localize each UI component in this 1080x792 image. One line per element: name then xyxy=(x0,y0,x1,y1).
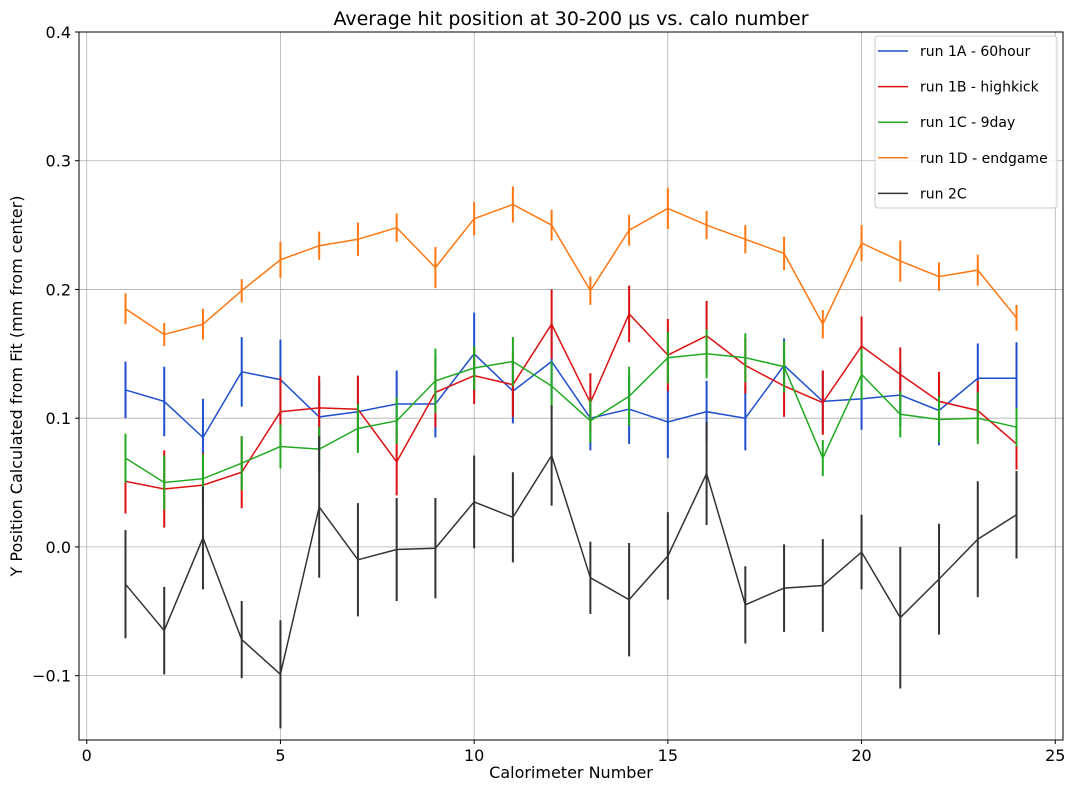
series-line xyxy=(125,312,1017,490)
x-tick-label: 20 xyxy=(851,746,871,765)
legend-label: run 1D - endgame xyxy=(920,151,1048,167)
legend-box xyxy=(874,35,1058,209)
series-5 xyxy=(124,405,1018,729)
series-line xyxy=(124,453,1017,676)
legend-label: run 1B - highkick xyxy=(920,80,1040,96)
y-tick-label: 0.0 xyxy=(46,538,71,557)
chart-title: Average hit position at 30-200 µs vs. ca… xyxy=(333,8,808,30)
series-group xyxy=(124,186,1018,729)
y-tick-label: 0.1 xyxy=(46,409,71,428)
legend: run 1A - 60hour run 1B - highkick run 1C -… xyxy=(874,35,1058,209)
legend-label: run 2C xyxy=(920,186,967,202)
y-tick-label: 0.3 xyxy=(46,152,71,171)
y-tick-label: −0.1 xyxy=(32,667,71,686)
series-line xyxy=(125,353,1017,484)
y-tick-label: 0.4 xyxy=(46,23,71,42)
x-tick-label: 5 xyxy=(275,746,285,765)
series-4 xyxy=(124,186,1018,347)
x-tick-label: 10 xyxy=(464,746,484,765)
axis-ticks: 0 5 10 15 20 25 −0.1 0.0 0.1 0.2 0.3 0.4 xyxy=(32,23,1065,765)
x-tick-label: 0 xyxy=(82,746,92,765)
y-tick-label: 0.2 xyxy=(46,280,71,299)
series-line xyxy=(125,203,1018,336)
legend-label: run 1A - 60hour xyxy=(920,44,1031,60)
plot-frame xyxy=(78,31,1064,741)
y-axis-label: Y Position Calculated from Fit (mm from … xyxy=(7,196,26,578)
x-axis-label: Calorimeter Number xyxy=(489,763,653,782)
series-line xyxy=(125,352,1017,439)
legend-label: run 1C - 9day xyxy=(920,115,1015,131)
x-tick-label: 15 xyxy=(658,746,678,765)
x-tick-label: 25 xyxy=(1045,746,1065,765)
